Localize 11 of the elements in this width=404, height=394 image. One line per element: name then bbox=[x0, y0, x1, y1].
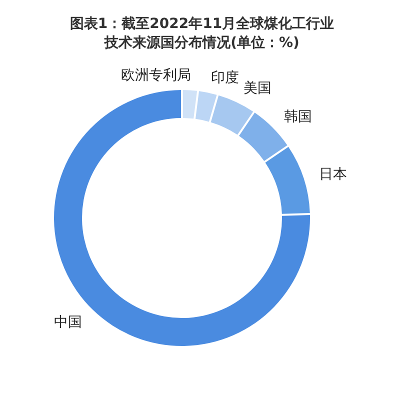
slice-label: 美国 bbox=[243, 80, 272, 97]
donut-slice bbox=[210, 95, 254, 135]
donut-slice bbox=[182, 90, 198, 119]
donut-slice bbox=[265, 146, 310, 214]
slice-label: 印度 bbox=[211, 70, 240, 86]
chart-title: 图表1：截至2022年11月全球煤化工行业技术来源国分布情况(单位：%) bbox=[70, 16, 334, 51]
slice-label: 中国 bbox=[54, 314, 82, 330]
slice-label: 韩国 bbox=[284, 109, 312, 126]
donut-slice bbox=[196, 91, 217, 122]
slice-label: 日本 bbox=[318, 166, 347, 182]
slice-label: 欧洲专利局 bbox=[121, 67, 192, 84]
